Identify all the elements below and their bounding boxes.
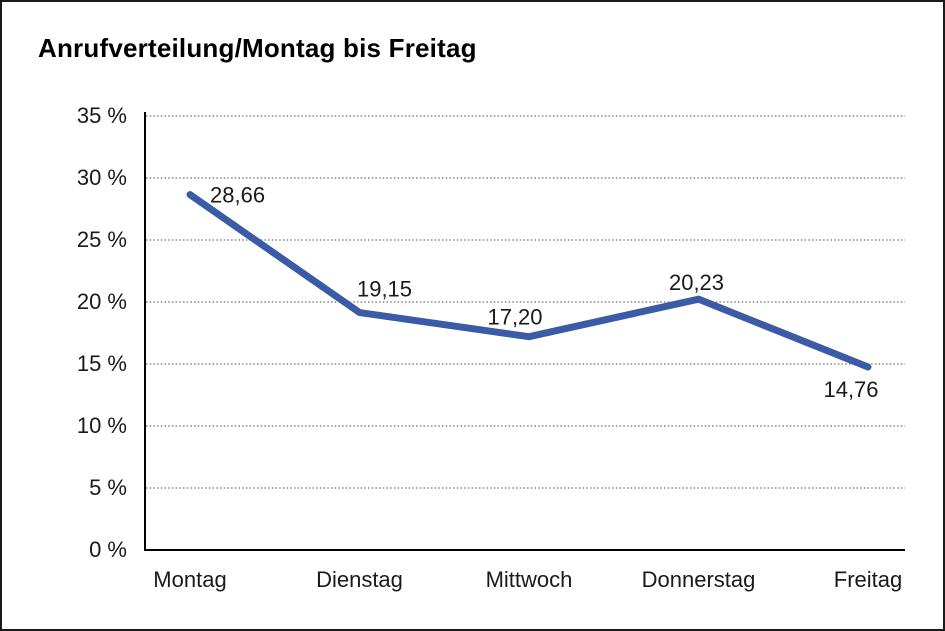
x-tick-label-freitag: Freitag [834,567,902,592]
y-tick-label: 20 % [77,289,127,314]
x-tick-label-montag: Montag [153,567,226,592]
y-tick-label: 35 % [77,103,127,128]
data-label-freitag: 14,76 [823,377,878,402]
y-tick-label: 0 % [89,537,127,562]
x-tick-label-donnerstag: Donnerstag [642,567,756,592]
chart-title: Anrufverteilung/Montag bis Freitag [38,33,477,63]
y-tick-label: 15 % [77,351,127,376]
y-tick-label: 30 % [77,165,127,190]
y-tick-label: 5 % [89,475,127,500]
y-tick-label: 25 % [77,227,127,252]
x-tick-label-dienstag: Dienstag [316,567,403,592]
data-label-mittwoch: 17,20 [487,305,542,330]
data-label-montag: 28,66 [210,183,265,208]
data-label-donnerstag: 20,23 [669,270,724,295]
series-line [186,191,872,371]
x-tick-label-mittwoch: Mittwoch [486,567,573,592]
y-tick-label: 10 % [77,413,127,438]
data-label-dienstag: 19,15 [357,277,412,302]
